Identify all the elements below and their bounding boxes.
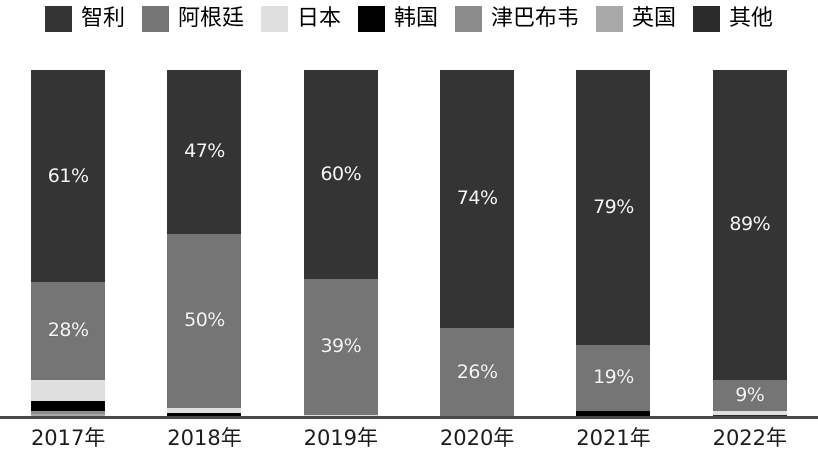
segment-data-label: 74% (456, 187, 498, 210)
stacked-bar: 47% 50% (167, 70, 242, 418)
legend-swatch-icon (455, 6, 482, 32)
bar-segment (303, 414, 378, 417)
bar-segment: 61% (31, 70, 106, 283)
bar-segment (167, 407, 242, 413)
legend-item: 其他 (693, 6, 773, 32)
bar-segment: 39% (303, 278, 378, 415)
legend-label: 智利 (80, 6, 125, 31)
bar-segment (31, 411, 106, 415)
segment-data-label: 19% (593, 366, 634, 389)
legend-swatch-icon (260, 6, 288, 32)
bar-segment: 60% (303, 70, 378, 279)
legend-label: 日本 (296, 6, 341, 31)
bar-column: 61% 28% (0, 70, 136, 418)
legend-item: 日本 (260, 6, 341, 32)
bar-segment (31, 414, 106, 417)
bar-segment: 47% (167, 70, 242, 234)
segment-data-label: 50% (184, 309, 225, 332)
bar-segment: 26% (440, 327, 515, 418)
stacked-bar: 74% 26% (440, 70, 515, 418)
segment-data-label: 9% (735, 383, 765, 406)
segment-data-label: 89% (729, 213, 771, 236)
legend-swatch-icon (44, 6, 72, 32)
x-axis-tick-label: 2019年 (303, 426, 379, 450)
segment-data-label: 28% (47, 319, 89, 342)
bar-segment: 79% (576, 70, 651, 345)
plot-area: 61% 28% 47% 50% 60% 39% 74% 26% 79% 19% 89% 9% (0, 70, 818, 418)
segment-data-label: 39% (320, 335, 362, 358)
stacked-bar: 61% 28% (31, 70, 106, 418)
bar-segment (712, 411, 787, 415)
x-axis-tick-label: 2021年 (576, 426, 651, 450)
legend-item: 韩国 (357, 6, 438, 32)
bar-segment: 19% (576, 344, 651, 412)
chart-legend: 智利 阿根廷 日本 韩国 津巴布韦 英国 其他 (0, 6, 818, 32)
bar-column: 79% 19% (545, 70, 681, 418)
x-axis-tick-label: 2017年 (30, 426, 106, 450)
bar-segment (31, 400, 106, 412)
legend-label: 英国 (632, 6, 677, 31)
bar-column: 74% 26% (409, 70, 545, 418)
legend-swatch-icon (693, 6, 721, 32)
legend-item: 津巴布韦 (455, 6, 579, 32)
legend-label: 津巴布韦 (491, 6, 580, 31)
segment-data-label: 61% (47, 164, 89, 187)
legend-swatch-icon (596, 6, 624, 32)
x-axis-tick-label: 2020年 (439, 426, 515, 450)
x-axis-tick-label: 2018年 (167, 426, 242, 450)
bar-column: 47% 50% (136, 70, 272, 418)
bar-segment: 50% (167, 233, 242, 408)
stacked-bar: 79% 19% (576, 70, 651, 418)
segment-data-label: 79% (593, 195, 634, 218)
bar-segment (31, 379, 106, 401)
bar-segment (167, 412, 242, 417)
bar-column: 60% 39% (273, 70, 409, 418)
stacked-bar: 89% 9% (712, 70, 787, 418)
x-axis-labels: 2017年 2018年 2019年 2020年 2021年 2022年 (0, 426, 818, 451)
bar-segment: 89% (712, 70, 787, 380)
bar-segment (576, 411, 651, 418)
segment-data-label: 47% (184, 140, 225, 163)
legend-label: 韩国 (393, 6, 438, 31)
legend-swatch-icon (357, 6, 385, 32)
legend-swatch-icon (141, 6, 169, 32)
segment-data-label: 60% (320, 162, 362, 185)
segment-data-label: 26% (456, 361, 498, 384)
legend-label: 阿根廷 (177, 6, 244, 31)
x-axis-tick-label: 2022年 (712, 426, 788, 450)
stacked-bar: 60% 39% (303, 70, 378, 418)
x-axis-line (0, 416, 818, 419)
legend-item: 英国 (596, 6, 676, 32)
bar-segment: 74% (440, 70, 515, 328)
legend-item: 智利 (44, 6, 125, 32)
bar-column: 89% 9% (682, 70, 818, 418)
legend-item: 阿根廷 (141, 6, 244, 32)
bar-segment: 9% (712, 379, 787, 412)
bar-segment: 28% (31, 282, 106, 380)
legend-label: 其他 (729, 6, 774, 31)
